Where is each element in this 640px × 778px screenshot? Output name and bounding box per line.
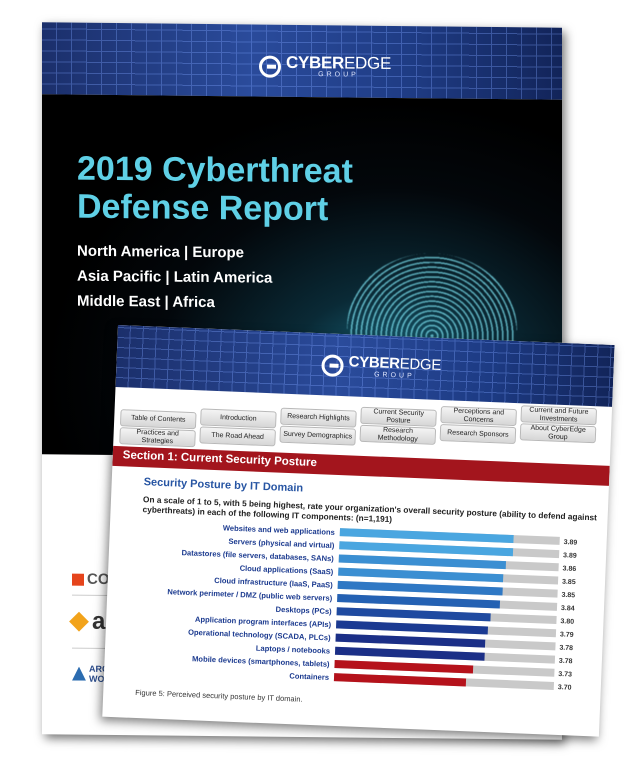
tab-about-cyberedge-group[interactable]: About CyberEdge Group [519, 423, 597, 444]
cover-title-line2: Defense Report [77, 187, 329, 229]
tab-current-security-posture[interactable]: Current Security Posture [360, 406, 437, 427]
sponsor-mark-icon [72, 573, 84, 586]
tab-research-methodology[interactable]: Research Methodology [359, 424, 437, 445]
brand-prefix: CYBER [286, 52, 345, 73]
value-label: 3.84 [561, 605, 575, 613]
value-label: 3.78 [559, 645, 573, 653]
cyberedge-logo: CYBEREDGE GROUP [321, 353, 441, 381]
category-label: Application program interfaces (APIs) [195, 615, 332, 629]
value-label: 3.85 [561, 592, 575, 600]
bar [334, 659, 474, 674]
category-label: Datastores (file servers, databases, SAN… [181, 548, 334, 563]
category-label: Mobile devices (smartphones, tablets) [192, 654, 330, 669]
sponsor-logo-1: CO [72, 571, 110, 588]
value-label: 3.80 [560, 618, 574, 626]
sponsor-name: a [92, 607, 106, 635]
tab-table-of-contents[interactable]: Table of Contents [119, 409, 197, 430]
value-label: 3.79 [560, 631, 574, 639]
cyberedge-logo-icon [259, 55, 281, 78]
value-label: 3.86 [562, 565, 576, 573]
sponsor-mark-icon [72, 667, 86, 681]
sponsor-name: CO [87, 570, 110, 588]
bar [337, 580, 503, 596]
value-label: 3.89 [563, 552, 577, 560]
brand-suffix: EDGE [344, 53, 391, 73]
cyberedge-logo: CYBEREDGE GROUP [259, 52, 391, 79]
tab-survey-demographics[interactable]: Survey Demographics [279, 425, 357, 446]
bar [337, 594, 501, 609]
bar [339, 528, 514, 544]
tab-current-and-future-investments[interactable]: Current and Future Investments [520, 405, 598, 426]
bar [334, 646, 485, 661]
section-title: Section 1: Current Security Posture [122, 449, 318, 470]
report-inner-page: CYBEREDGE GROUP Table of Contents Introd… [102, 325, 615, 737]
category-label: Cloud applications (SaaS) [239, 564, 333, 577]
category-label: Network perimeter / DMZ (public web serv… [167, 587, 333, 603]
posture-bar-chart: Websites and web applications 3.89 Servers… [167, 523, 577, 692]
region-line: Middle East | Africa [77, 292, 215, 312]
value-label: 3.78 [559, 658, 573, 666]
category-label: Servers (physical and virtual) [228, 537, 335, 550]
bar [335, 633, 486, 648]
value-label: 3.73 [558, 671, 572, 679]
category-label: Websites and web applications [223, 523, 335, 536]
brand-prefix: CYBER [348, 353, 401, 373]
value-label: 3.89 [563, 539, 577, 547]
category-label: Cloud infrastructure (IaaS, PaaS) [214, 576, 333, 590]
cyberedge-logo-icon [321, 353, 344, 377]
tab-introduction[interactable]: Introduction [200, 408, 277, 429]
value-label: 3.70 [558, 684, 572, 692]
brand-suffix: EDGE [399, 355, 442, 374]
tab-perceptions-and-concerns[interactable]: Perceptions and Concerns [440, 406, 517, 427]
cover-regions: North America | Europe Asia Pacific | La… [77, 239, 272, 316]
bar [336, 607, 491, 622]
tab-practices-and-strategies[interactable]: Practices and Strategies [119, 427, 196, 448]
tab-research-sponsors[interactable]: Research Sponsors [439, 424, 517, 445]
tab-research-highlights[interactable]: Research Highlights [280, 407, 357, 428]
region-line: North America | Europe [77, 242, 245, 262]
region-line: Asia Pacific | Latin America [77, 267, 273, 287]
bar [335, 620, 488, 635]
bar [338, 554, 507, 570]
value-label: 3.85 [562, 579, 576, 587]
sponsor-mark-icon [69, 611, 89, 632]
bar [338, 567, 504, 583]
tab-the-road-ahead[interactable]: The Road Ahead [199, 426, 276, 447]
bar [339, 541, 514, 557]
chart-title: Security Posture by IT Domain [143, 476, 304, 495]
bar [333, 673, 467, 687]
cover-title-line1: 2019 Cyberthreat [77, 149, 353, 191]
sponsor-logo-2: a [69, 607, 106, 636]
category-label: Containers [289, 671, 329, 682]
category-label: Laptops / notebooks [256, 644, 331, 656]
category-label: Desktops (PCs) [275, 605, 332, 616]
cover-title: 2019 Cyberthreat Defense Report [77, 150, 353, 229]
category-label: Operational technology (SCADA, PLCs) [188, 628, 331, 643]
cover-header-band: CYBEREDGE GROUP [42, 22, 562, 100]
